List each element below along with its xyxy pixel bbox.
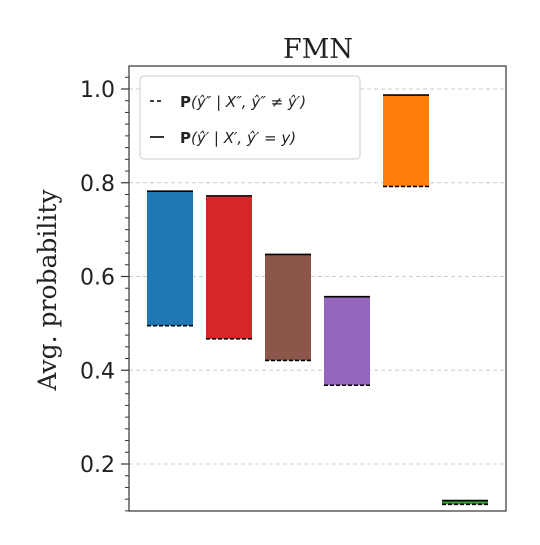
y-tick-label: 0.2 <box>80 453 115 478</box>
legend-label: P(ŷ′ | X′, ŷ′ = y) <box>180 129 296 147</box>
bar <box>324 296 370 386</box>
legend-label-expression: (ŷ″ | X″, ŷ″ ≠ ŷ′) <box>191 93 306 111</box>
bar <box>265 254 311 361</box>
y-tick-label: 1.0 <box>80 78 115 103</box>
y-axis-label: Avg. probability <box>33 189 62 392</box>
bar <box>442 500 488 505</box>
y-axis: 0.2 0.4 0.6 0.8 1.0 <box>80 76 129 512</box>
chart-title: FMN <box>283 34 353 65</box>
legend: P(ŷ″ | X″, ŷ″ ≠ ŷ′)P(ŷ′ | X′, ŷ′ = y) <box>139 75 361 160</box>
bar <box>383 95 429 187</box>
bars <box>147 94 488 506</box>
bar <box>147 191 193 326</box>
y-tick-label: 0.4 <box>80 359 115 384</box>
legend-box <box>139 75 361 160</box>
bar <box>206 195 252 339</box>
y-tick-label: 0.6 <box>80 266 115 291</box>
legend-label-expression: (ŷ′ | X′, ŷ′ = y) <box>191 129 296 147</box>
legend-label: P(ŷ″ | X″, ŷ″ ≠ ŷ′) <box>180 93 306 111</box>
legend-label-bold: P <box>180 93 191 111</box>
legend-label-bold: P <box>180 129 191 147</box>
y-tick-label: 0.8 <box>80 172 115 197</box>
